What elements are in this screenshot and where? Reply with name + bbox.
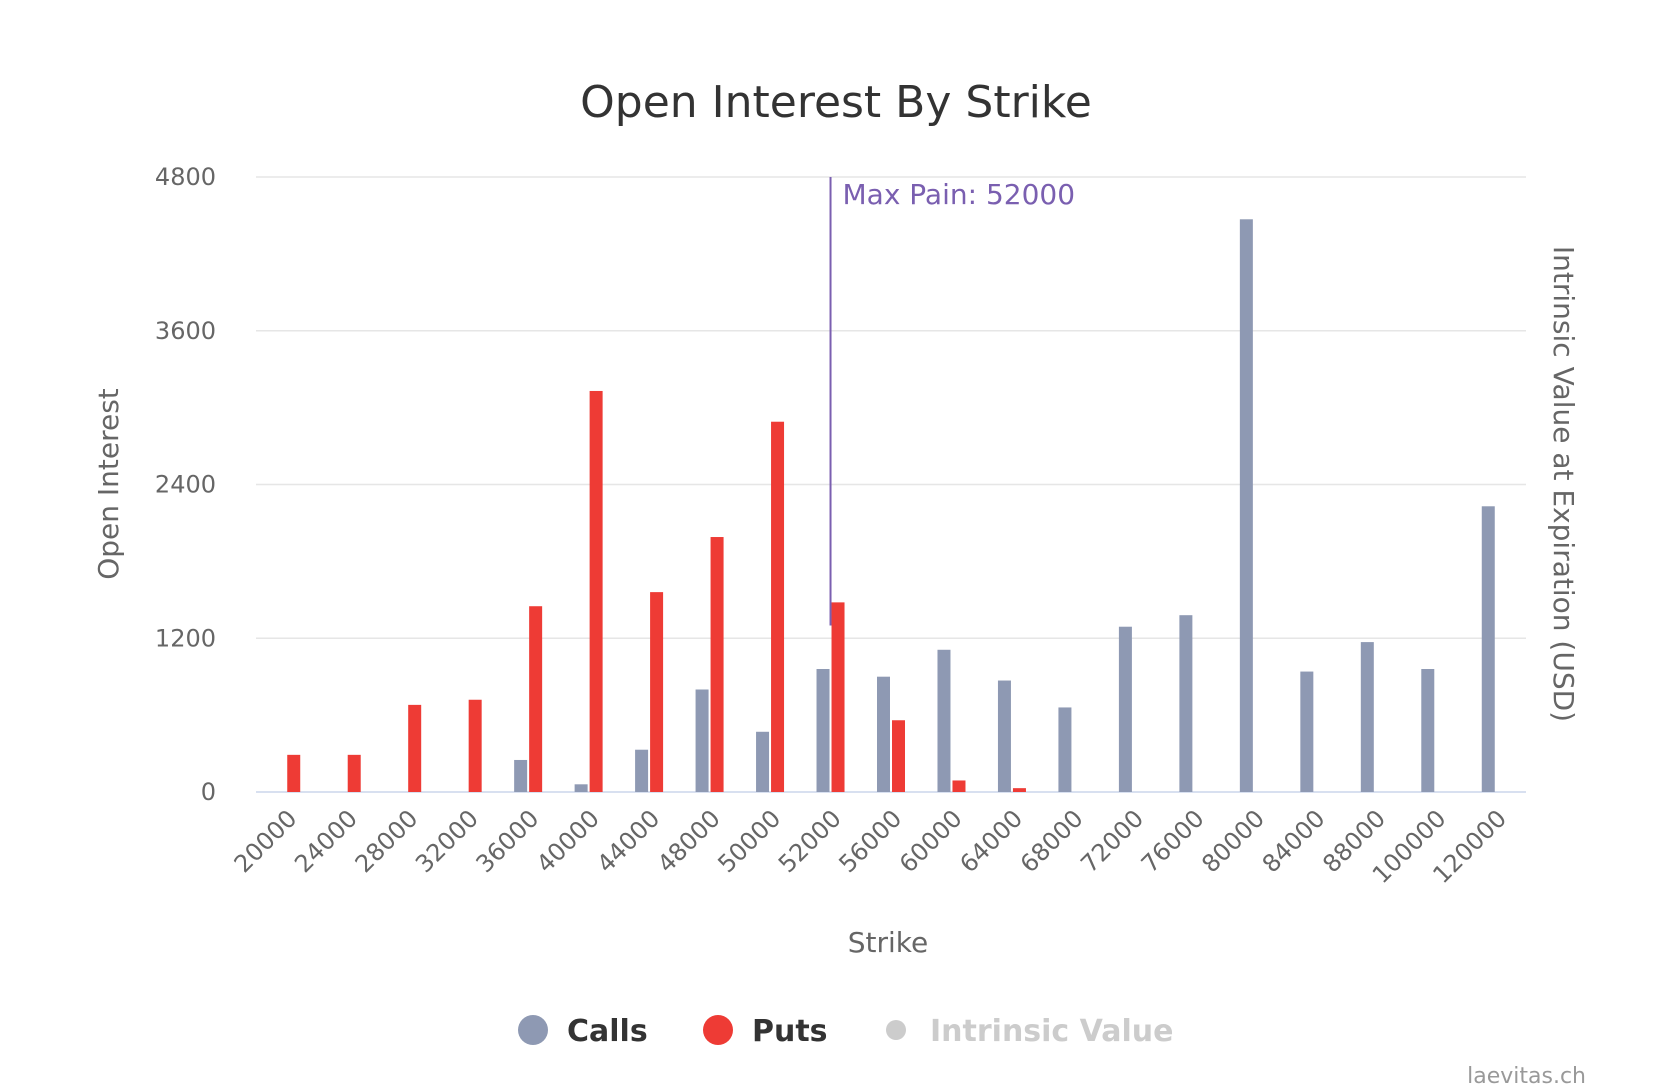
bar-calls-52000[interactable] — [816, 669, 830, 792]
legend-marker-icon — [886, 1020, 906, 1040]
bar-puts-20000[interactable] — [287, 754, 301, 792]
bar-puts-40000[interactable] — [589, 390, 603, 792]
legend: Calls Puts Intrinsic Value — [518, 1014, 1173, 1049]
credit-text[interactable]: laevitas.ch — [1467, 1064, 1586, 1089]
max-pain-plot-line: Max Pain: 52000 — [829, 177, 1076, 626]
bar-puts-32000[interactable] — [468, 699, 482, 792]
max-pain-label: Max Pain: 52000 — [843, 178, 1076, 211]
bar-calls-44000[interactable] — [635, 749, 649, 792]
y-tick-label: 0 — [201, 778, 216, 806]
bar-puts-48000[interactable] — [710, 537, 724, 792]
bar-puts-28000[interactable] — [408, 704, 422, 792]
legend-marker-icon — [518, 1015, 548, 1045]
bar-calls-84000[interactable] — [1300, 671, 1314, 792]
bar-calls-60000[interactable] — [937, 649, 951, 792]
bar-puts-64000[interactable] — [1012, 788, 1026, 792]
y-axis-ticks: 0 1200 2400 3600 4800 — [155, 163, 216, 806]
bar-puts-56000[interactable] — [892, 720, 905, 792]
bar-calls-100000[interactable] — [1421, 669, 1435, 792]
bars — [287, 219, 1495, 792]
bar-calls-72000[interactable] — [1118, 626, 1132, 792]
legend-item-calls[interactable]: Calls — [518, 1014, 648, 1049]
bar-puts-44000[interactable] — [650, 592, 664, 792]
bar-calls-68000[interactable] — [1058, 707, 1072, 792]
legend-item-intrinsic-value[interactable]: Intrinsic Value — [886, 1014, 1173, 1049]
x-axis-title: Strike — [848, 926, 929, 959]
bar-calls-48000[interactable] — [695, 689, 709, 793]
y-tick-label: 2400 — [155, 471, 216, 499]
bar-puts-50000[interactable] — [771, 421, 785, 792]
bar-puts-36000[interactable] — [529, 606, 543, 792]
y-tick-label: 4800 — [155, 163, 216, 191]
y-axis-title: Open Interest — [92, 388, 125, 580]
bar-puts-60000[interactable] — [952, 780, 966, 792]
legend-item-puts[interactable]: Puts — [703, 1014, 828, 1049]
bar-puts-24000[interactable] — [347, 754, 361, 792]
chart-title: Open Interest By Strike — [580, 77, 1092, 128]
y-tick-label: 3600 — [155, 317, 216, 345]
bar-calls-50000[interactable] — [756, 731, 770, 792]
legend-marker-icon — [703, 1015, 733, 1045]
bar-calls-120000[interactable] — [1481, 506, 1495, 792]
y-axis-right-title: Intrinsic Value at Expiration (USD) — [1547, 246, 1580, 722]
grid-lines — [256, 176, 1526, 793]
legend-label: Puts — [752, 1014, 828, 1049]
legend-label: Calls — [567, 1014, 648, 1049]
bar-calls-40000[interactable] — [574, 784, 588, 792]
bar-calls-88000[interactable] — [1360, 642, 1374, 792]
bar-calls-80000[interactable] — [1239, 219, 1253, 792]
bar-calls-36000[interactable] — [514, 759, 528, 792]
y-tick-label: 1200 — [155, 624, 216, 652]
bar-calls-76000[interactable] — [1179, 615, 1193, 792]
bar-calls-56000[interactable] — [877, 676, 890, 792]
bar-puts-52000[interactable] — [831, 602, 845, 792]
bar-calls-64000[interactable] — [997, 680, 1011, 792]
legend-label: Intrinsic Value — [930, 1014, 1173, 1049]
